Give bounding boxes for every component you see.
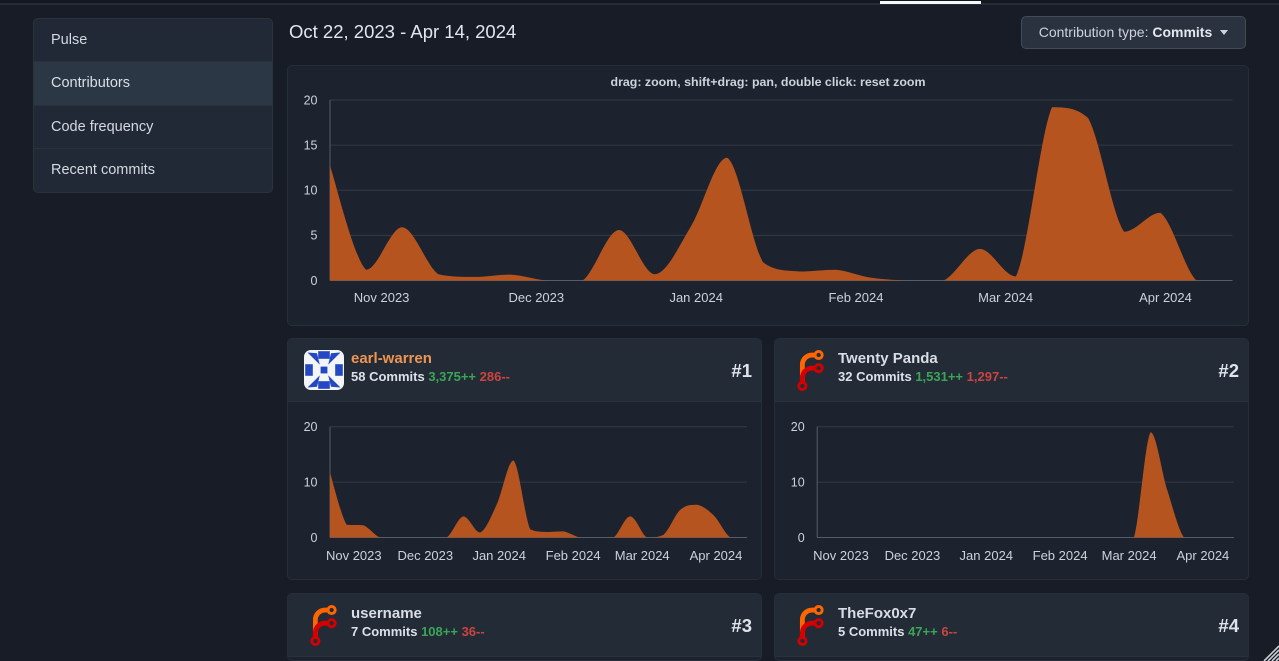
svg-text:Apr 2024: Apr 2024	[690, 548, 743, 563]
svg-text:10: 10	[304, 184, 318, 198]
svg-text:0: 0	[311, 531, 318, 545]
svg-text:Mar 2024: Mar 2024	[978, 290, 1033, 305]
svg-text:15: 15	[304, 138, 318, 152]
svg-text:Mar 2024: Mar 2024	[615, 548, 670, 563]
svg-text:Mar 2024: Mar 2024	[1102, 548, 1157, 563]
svg-text:Apr 2024: Apr 2024	[1139, 290, 1192, 305]
svg-text:10: 10	[304, 475, 318, 489]
svg-text:20: 20	[304, 420, 318, 434]
svg-text:Jan 2024: Jan 2024	[472, 548, 525, 563]
svg-text:Nov 2023: Nov 2023	[326, 548, 382, 563]
svg-text:Jan 2024: Jan 2024	[960, 548, 1014, 563]
svg-text:10: 10	[791, 475, 805, 489]
svg-text:Feb 2024: Feb 2024	[546, 548, 601, 563]
svg-text:Feb 2024: Feb 2024	[829, 290, 884, 305]
svg-text:Nov 2023: Nov 2023	[354, 290, 410, 305]
svg-text:Dec 2023: Dec 2023	[508, 290, 564, 305]
svg-text:Jan 2024: Jan 2024	[669, 290, 723, 305]
svg-text:Feb 2024: Feb 2024	[1033, 548, 1088, 563]
svg-text:20: 20	[304, 93, 318, 107]
svg-text:20: 20	[791, 420, 805, 434]
svg-text:0: 0	[798, 531, 805, 545]
svg-text:0: 0	[311, 274, 318, 288]
svg-text:Nov 2023: Nov 2023	[813, 548, 869, 563]
svg-text:Apr 2024: Apr 2024	[1177, 548, 1230, 563]
svg-text:Dec 2023: Dec 2023	[397, 548, 453, 563]
svg-text:Dec 2023: Dec 2023	[885, 548, 941, 563]
svg-text:5: 5	[311, 229, 318, 243]
